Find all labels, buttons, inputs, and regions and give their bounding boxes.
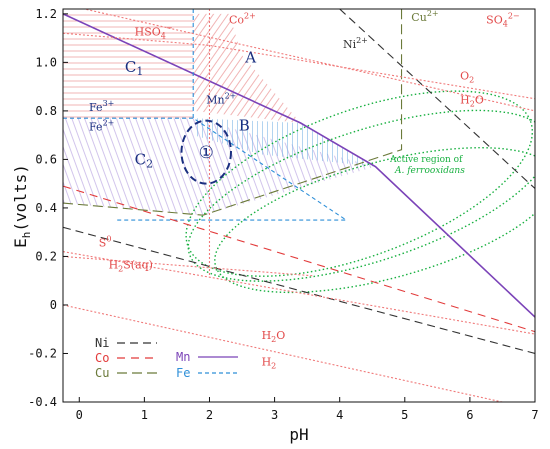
species-label-3: Cu2+ [411, 9, 438, 24]
species-label-4: SO42− [486, 12, 519, 29]
species-label-5: C1 [125, 58, 143, 78]
y-tick-label-4: 0.4 [35, 201, 57, 215]
legend-label-co: Co [95, 351, 109, 365]
species-label-13: C2 [135, 150, 153, 170]
species-label-1: Co2+ [229, 12, 256, 27]
line-h2o-o2-7 [81, 9, 535, 112]
legend-label-cu: Cu [95, 366, 109, 380]
x-axis-ticks: 0 1 2 3 4 5 6 7 [76, 397, 539, 422]
active-region-ellipses [185, 90, 535, 294]
species-label-2: Ni2+ [343, 36, 368, 51]
legend-label-ni: Ni [95, 336, 109, 350]
species-label-10: Fe3+ [89, 99, 114, 114]
boundary-lines [63, 9, 535, 402]
line-ni-5 [63, 226, 535, 355]
plot-frame [62, 8, 536, 403]
x-tick-label-3: 3 [271, 408, 278, 422]
x-tick-label-7: 7 [531, 408, 538, 422]
x-axis-title: pH [289, 425, 308, 444]
active-region-ellipse-2 [185, 90, 534, 277]
species-label-6: A [244, 48, 256, 66]
line-h2o-h2-8 [63, 304, 505, 402]
x-tick-label-4: 4 [336, 408, 343, 422]
species-label-16: H2O [262, 329, 286, 344]
x-tick-label-6: 6 [466, 408, 473, 422]
species-labels: HSO4− Co2+ Ni2+ Cu2+ SO42− C1 A Mn2+ O2 H2O Fe3+ Fe… [89, 9, 520, 370]
y-axis-title: Eh(volts) [11, 164, 33, 248]
line-hso4-9 [63, 32, 535, 100]
species-label-11: Fe2+ [89, 118, 114, 133]
region-c2 [63, 118, 376, 216]
y-tick-label-1: -0.2 [28, 346, 57, 360]
region-1-marker: ① [180, 119, 232, 185]
y-tick-label-2: 0 [50, 298, 57, 312]
species-label-8: O2 [460, 69, 474, 84]
region-1-ellipse [180, 119, 232, 185]
region-a [193, 13, 301, 124]
line-ni-4 [339, 9, 535, 189]
line-fe-1 [63, 117, 349, 221]
y-tick-label-3: 0.2 [35, 249, 57, 263]
region-b [193, 118, 376, 167]
species-label-9: H2O [460, 94, 484, 109]
species-label-15: H2S(aq) [109, 259, 153, 274]
hatched-regions [63, 13, 376, 216]
species-label-14: S0 [99, 235, 112, 250]
x-tick-label-1: 1 [141, 408, 148, 422]
y-tick-label-0: -0.4 [28, 395, 57, 409]
active-region-label-line2: A. ferrooxidans [394, 166, 465, 176]
line-mn-0 [63, 13, 535, 318]
legend-label-fe: Fe [176, 366, 190, 380]
x-tick-label-2: 2 [206, 408, 213, 422]
active-region-label-line1: Active region of [389, 155, 463, 165]
line-co-6 [63, 185, 535, 333]
y-tick-label-5: 0.6 [35, 152, 57, 166]
y-tick-label-7: 1.0 [35, 55, 57, 69]
region-1-label: ① [199, 143, 214, 163]
y-tick-label-6: 0.8 [35, 104, 57, 118]
line-cu-3 [63, 9, 403, 216]
region-c1 [63, 13, 194, 119]
legend-label-mn: Mn [176, 350, 190, 364]
species-label-12: B [239, 116, 250, 134]
line-h2s-12 [63, 255, 314, 277]
species-label-17: H2 [262, 356, 277, 371]
x-tick-label-0: 0 [76, 408, 83, 422]
species-label-0: HSO4− [135, 24, 173, 41]
species-label-7: Mn2+ [206, 92, 236, 107]
y-axis-ticks: -0.4 -0.2 0 0.2 0.4 0.6 0.8 1.0 1.2 [28, 7, 68, 409]
x-tick-label-5: 5 [401, 408, 408, 422]
y-tick-label-8: 1.2 [35, 7, 57, 21]
